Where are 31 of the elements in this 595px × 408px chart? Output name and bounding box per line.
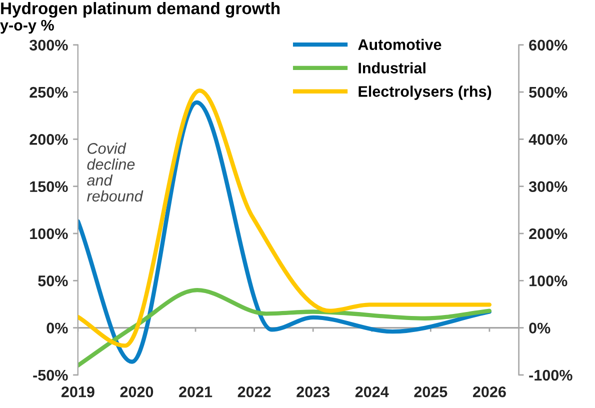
- y-tick-label: 100%: [30, 228, 68, 240]
- y-axis-title: y-o-y %: [0, 20, 54, 34]
- y-tick-label: 0%: [46, 322, 68, 334]
- y2-tick-label: -100%: [529, 370, 572, 381]
- x-tick-label: 2019: [61, 386, 94, 398]
- x-tick-label: 2021: [179, 386, 212, 398]
- x-tick-label: 2023: [296, 386, 330, 398]
- chart-title: Hydrogen platinum demand growth: [1, 2, 280, 18]
- y2-tick-label: 300%: [528, 181, 568, 192]
- x-tick-label: 2020: [120, 386, 154, 398]
- y2-tick-label: 100%: [530, 276, 568, 286]
- line-series: [78, 288, 492, 368]
- y2-tick-label: 600%: [529, 40, 568, 51]
- y-tick-label: 50%: [38, 276, 68, 286]
- y-tick-label: -50%: [33, 370, 68, 381]
- y-tick-label: 150%: [30, 181, 68, 192]
- y-tick-label: 250%: [30, 86, 68, 98]
- legend-label: Electrolysers (rhs): [358, 86, 492, 100]
- y-tick-label: 200%: [30, 134, 68, 145]
- x-tick-label: 2024: [355, 386, 389, 398]
- annotation: Covid decline and rebound: [87, 142, 144, 202]
- y2-tick-label: 200%: [529, 228, 568, 240]
- y2-tick-label: 400%: [528, 134, 568, 145]
- legend-label: Automotive: [358, 38, 442, 50]
- x-tick-label: 2026: [472, 386, 506, 398]
- legend-label: Industrial: [358, 62, 426, 74]
- y-tick-label: 300%: [30, 40, 68, 51]
- x-tick-label: 2022: [238, 386, 271, 398]
- x-tick-label: 2025: [414, 386, 448, 398]
- y2-tick-label: 500%: [529, 86, 568, 98]
- y2-tick-label: 0%: [529, 322, 550, 334]
